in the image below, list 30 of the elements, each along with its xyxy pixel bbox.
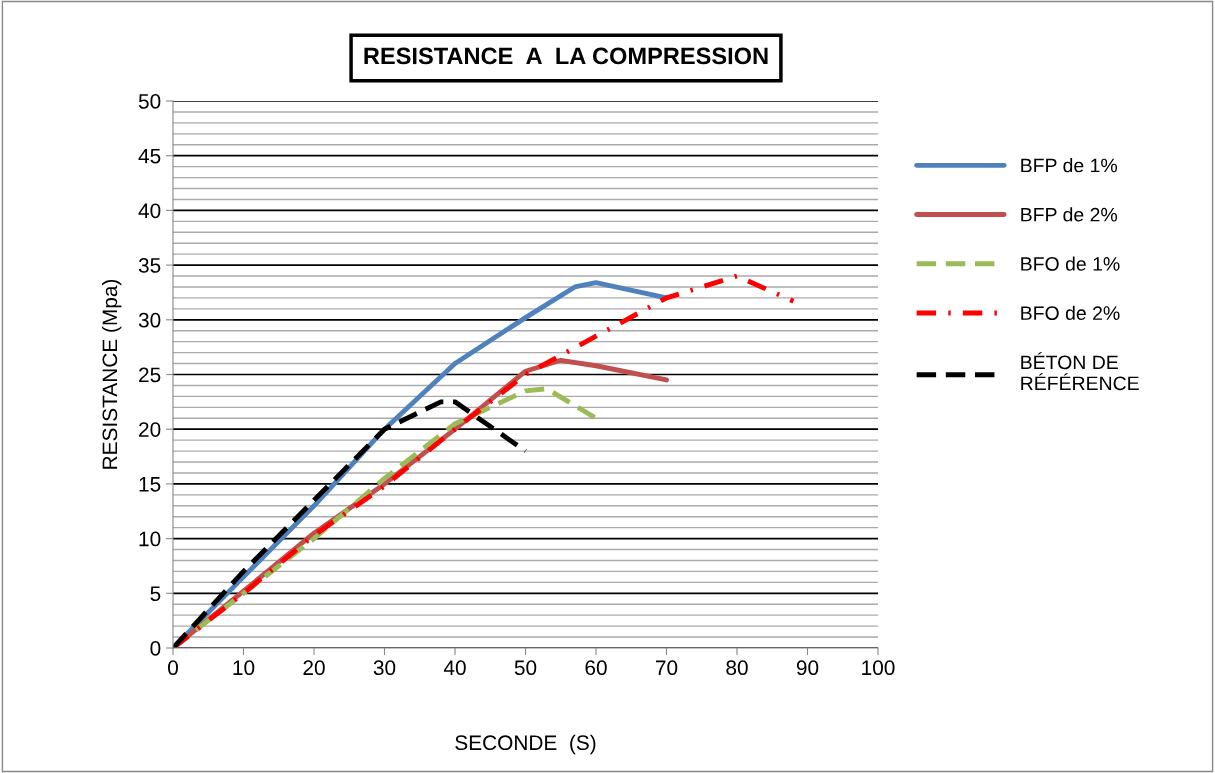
- legend-label: BFO de 2%: [1021, 305, 1120, 321]
- legend-label: BÉTON DE RÉFÉRENCE: [1021, 352, 1139, 391]
- y-tick-label: 5: [150, 586, 161, 602]
- y-tick-label: 40: [138, 203, 161, 219]
- y-tick-label: 50: [138, 94, 161, 109]
- y-tick-label: 0: [150, 641, 161, 656]
- y-tick-label: 20: [139, 422, 161, 437]
- legend-label: BFO de 1%: [1021, 256, 1120, 271]
- x-tick-label: 40: [443, 660, 466, 676]
- chart-title: RESISTANCE A LA COMPRESSION: [364, 47, 768, 65]
- y-tick-label: 35: [138, 258, 161, 273]
- y-tick-label: 45: [138, 148, 161, 164]
- x-tick-label: 70: [655, 660, 678, 676]
- y-tick-label: 30: [138, 312, 161, 328]
- x-tick-label: 60: [585, 660, 607, 676]
- x-tick-label: 90: [796, 660, 819, 676]
- x-tick-label: 80: [726, 660, 748, 676]
- y-tick-label: 10: [139, 531, 161, 547]
- y-tick-label: 15: [139, 477, 161, 492]
- y-axis-title: RESISTANCE (Mpa): [101, 279, 122, 469]
- x-tick-label: 50: [514, 660, 537, 676]
- x-axis-title: SECONDE (S): [455, 734, 596, 755]
- y-tick-label: 25: [139, 367, 161, 383]
- x-tick-label: 20: [303, 660, 325, 676]
- x-tick-label: 0: [168, 660, 178, 676]
- x-tick-label: 10: [233, 660, 255, 676]
- legend-label: BFP de 2%: [1021, 207, 1118, 222]
- legend-label: BFP de 1%: [1021, 158, 1118, 173]
- x-tick-label: 30: [373, 660, 396, 676]
- x-tick-label: 100: [862, 660, 895, 676]
